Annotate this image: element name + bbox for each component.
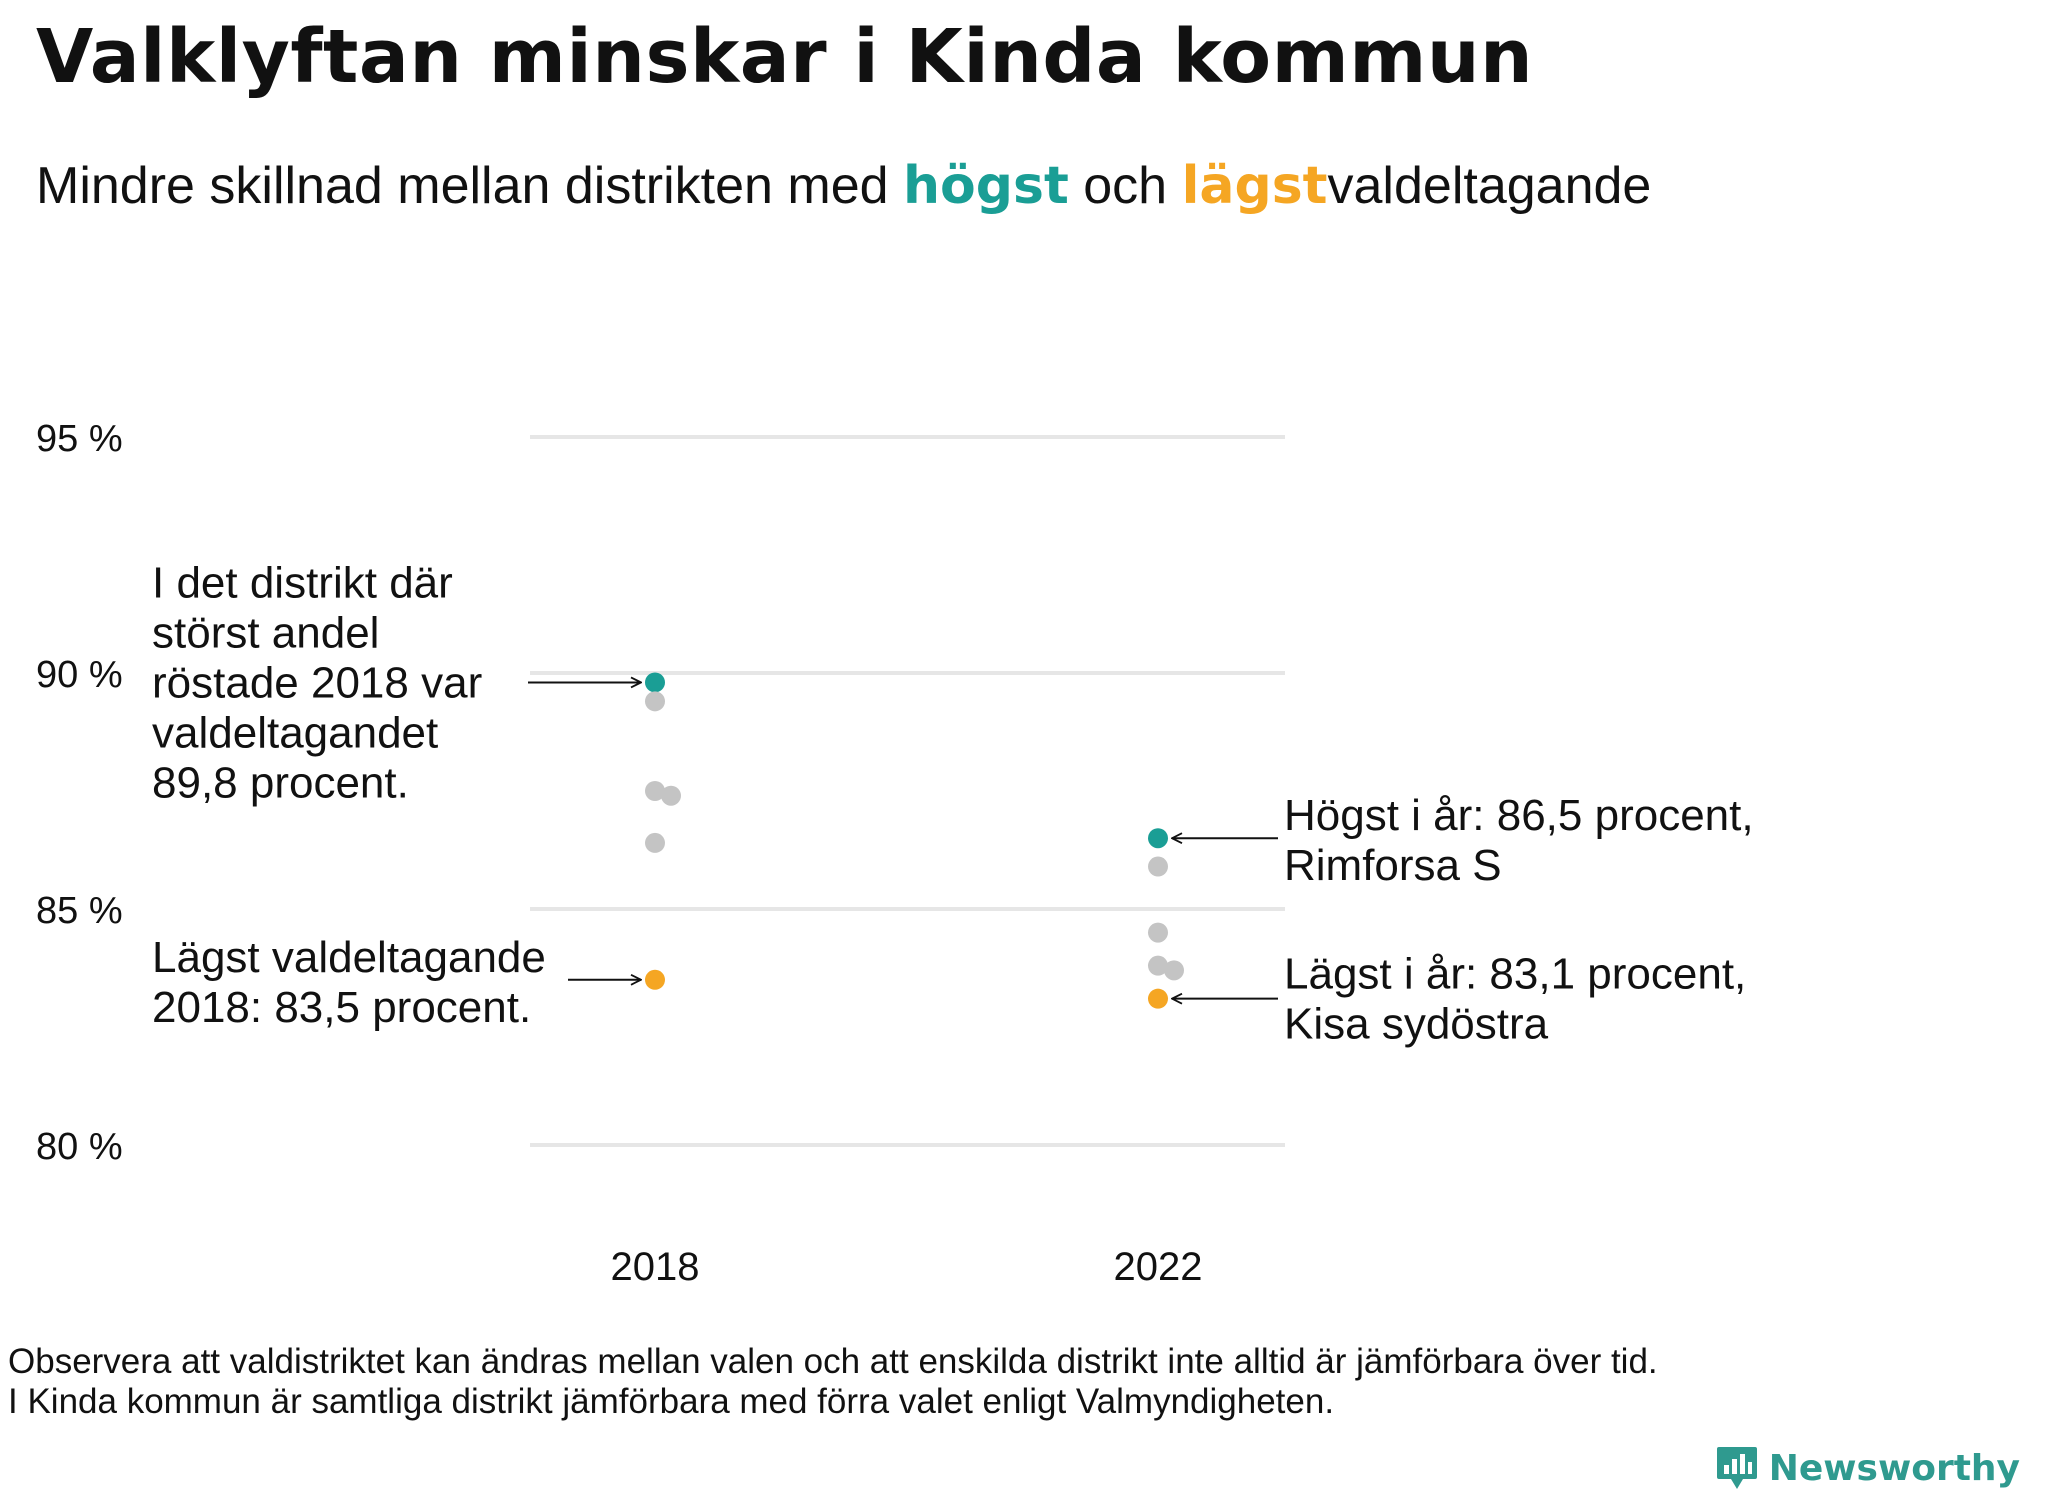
- point-2018-3-other: [645, 781, 665, 801]
- annotation-low-2022: Lägst i år: 83,1 procent, Kisa sydöstra: [1284, 950, 1746, 1049]
- brand-logo: Newsworthy: [1715, 1445, 2020, 1491]
- subtitle-highest-word: högst: [903, 156, 1069, 216]
- point-2018-6-lowest: [645, 969, 665, 990]
- point-2022-1-highest: [1148, 828, 1168, 849]
- point-2022-2-other: [1148, 856, 1168, 877]
- annotation-low-2022-line-1: Lägst i år: 83,1 procent,: [1284, 950, 1746, 999]
- point-2022-4-other: [1148, 955, 1168, 976]
- annotation-high-2022: Högst i år: 86,5 procent, Rimforsa S: [1284, 791, 1754, 890]
- annotation-high-2018-line-5: 89,8 procent.: [152, 758, 409, 807]
- footnote-line-1: Observera att valdistriktet kan ändras m…: [8, 1342, 1658, 1381]
- subtitle-middle: och: [1083, 157, 1168, 215]
- brand-name: Newsworthy: [1768, 1447, 2020, 1489]
- bar-chart-speech-bubble-icon: [1716, 1447, 1757, 1489]
- footnote: Observera att valdistriktet kan ändras m…: [8, 1342, 1658, 1422]
- annotation-high-2018-line-4: valdeltagandet: [152, 708, 438, 757]
- y-tick-label-80: 80 %: [36, 1126, 123, 1168]
- point-2022-6-lowest: [1148, 988, 1168, 1009]
- annotation-high-2018-line-2: störst andel: [152, 608, 379, 657]
- point-2018-5-other: [645, 832, 665, 853]
- annotation-low-2018: Lägst valdeltagande 2018: 83,5 procent.: [152, 933, 546, 1032]
- annotation-high-2022-line-1: Högst i år: 86,5 procent,: [1284, 791, 1754, 840]
- annotation-high-2018-line-1: I det distrikt där: [152, 558, 453, 607]
- annotation-high-2022-line-2: Rimforsa S: [1284, 841, 1502, 890]
- y-tick-label-95: 95 %: [36, 418, 123, 460]
- x-tick-label-2018: 2018: [611, 1245, 700, 1289]
- subtitle-lowest-word: lägst: [1181, 156, 1328, 216]
- subtitle-part1: Mindre skillnad mellan distrikten med: [36, 157, 889, 215]
- footnote-line-2: I Kinda kommun är samtliga distrikt jämf…: [8, 1382, 1335, 1421]
- point-2018-1-highest: [645, 672, 665, 693]
- y-tick-label-90: 90 %: [36, 654, 123, 696]
- point-2018-2-other: [645, 691, 665, 712]
- x-tick-label-2022: 2022: [1114, 1245, 1203, 1289]
- chart-subtitle: Mindre skillnad mellan distrikten med hö…: [36, 156, 1651, 216]
- annotation-low-2022-line-2: Kisa sydöstra: [1284, 1000, 1549, 1049]
- dot-plot: 95 % 90 % 85 % 80 % 2018 2022 I det distrikt…: [36, 418, 1754, 1289]
- subtitle-part2: valdeltagande: [1327, 157, 1652, 215]
- annotation-low-2018-line-2: 2018: 83,5 procent.: [152, 983, 531, 1032]
- annotation-high-2018-line-3: röstade 2018 var: [152, 658, 482, 707]
- annotation-low-2018-line-1: Lägst valdeltagande: [152, 933, 546, 982]
- y-tick-label-85: 85 %: [36, 890, 123, 932]
- point-2018-4-other: [661, 785, 681, 806]
- chart-title: Valklyftan minskar i Kinda kommun: [36, 14, 1534, 100]
- point-2022-3-other: [1148, 922, 1168, 943]
- point-2022-5-other: [1164, 960, 1184, 981]
- annotation-high-2018: I det distrikt där störst andel röstade 20…: [152, 558, 482, 807]
